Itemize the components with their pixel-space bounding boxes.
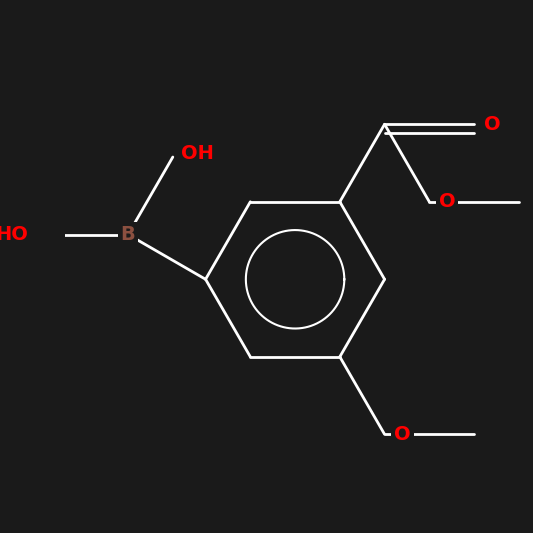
Text: B: B (120, 225, 135, 244)
Text: OH: OH (181, 144, 214, 163)
Text: O: O (439, 192, 456, 211)
Text: O: O (483, 115, 500, 134)
Text: O: O (394, 425, 411, 444)
Text: HO: HO (0, 225, 28, 244)
